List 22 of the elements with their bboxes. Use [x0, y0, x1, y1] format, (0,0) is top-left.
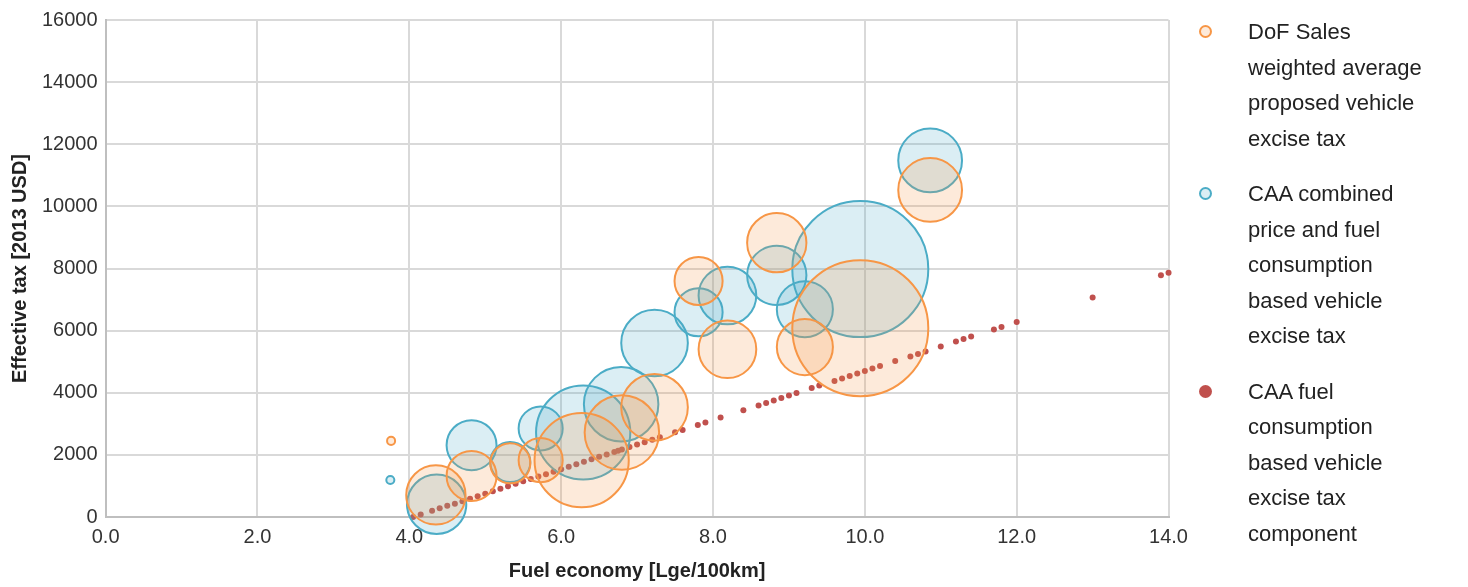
x-axis-title: Fuel economy [Lge/100km] — [508, 558, 766, 581]
x-tick-label: 8.0 — [699, 524, 727, 547]
y-tick-label: 6000 — [53, 318, 98, 341]
x-tick-label: 14.0 — [1149, 524, 1189, 547]
x-tick-label: 2.0 — [243, 524, 272, 547]
y-tick-label: 4000 — [53, 380, 98, 403]
x-tick-label: 12.0 — [997, 524, 1037, 547]
y-tick-label: 12000 — [41, 131, 98, 154]
y-tick-label: 16000 — [41, 7, 98, 30]
x-tick-label: 4.0 — [395, 524, 424, 547]
legend-label: CAA fuel consumption based vehicle excise tax component — [1248, 377, 1384, 548]
y-tick-label: 2000 — [53, 442, 98, 465]
y-tick-label: 14000 — [41, 69, 98, 92]
y-axis-title: Effective tax [2013 USD] — [7, 154, 30, 383]
legend-label: DoF Sales weighted average proposed vehicle excise tax — [1248, 18, 1423, 153]
x-tick-label: 10.0 — [845, 524, 885, 547]
y-tick-label: 10000 — [41, 193, 98, 216]
x-tick-label: 6.0 — [547, 524, 576, 547]
y-tick-label: 0 — [86, 504, 98, 527]
legend-label: CAA combined price and fuel consumption based vehicle excise tax — [1248, 180, 1395, 350]
y-tick-label: 8000 — [53, 256, 98, 279]
x-tick-label: 0.0 — [91, 524, 120, 547]
